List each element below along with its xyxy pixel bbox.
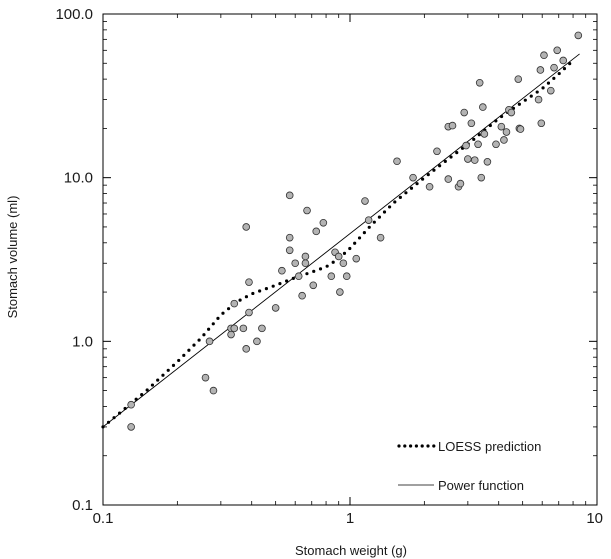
data-point (462, 141, 470, 150)
data-point (285, 233, 294, 242)
data-point (245, 308, 253, 317)
y-tick-label: 0.1 (72, 497, 93, 514)
data-point (342, 272, 351, 281)
data-point (285, 246, 294, 255)
plot-area-frame (102, 13, 598, 506)
plot-border (102, 13, 598, 506)
x-axis-title: Stomach weight (g) (295, 543, 407, 558)
data-point (327, 272, 336, 281)
data-point (483, 158, 492, 166)
data-point (477, 173, 486, 182)
data-point (312, 227, 321, 236)
data-point (298, 291, 306, 300)
data-point (376, 233, 385, 242)
data-point (285, 191, 294, 200)
data-point (474, 140, 482, 149)
legend: LOESS prediction Power function (397, 439, 541, 493)
data-point (507, 108, 516, 117)
data-points (127, 31, 583, 431)
data-point (460, 108, 469, 117)
data-point (205, 337, 214, 346)
x-axis: 0.1 1 10 (93, 14, 603, 527)
data-point (467, 119, 476, 128)
data-point (500, 136, 508, 144)
data-point (364, 216, 373, 224)
data-point (271, 304, 280, 312)
data-point (127, 423, 135, 431)
data-point (425, 182, 434, 191)
data-point (464, 155, 472, 163)
data-point (546, 86, 555, 95)
data-point (258, 324, 266, 333)
data-point (201, 373, 210, 382)
power-function-line (102, 53, 580, 428)
data-point (303, 206, 311, 215)
data-point (227, 330, 235, 339)
data-point (516, 125, 525, 133)
data-point (479, 103, 487, 111)
data-point (536, 66, 545, 74)
data-point (480, 130, 489, 138)
data-point (409, 173, 417, 182)
data-point (475, 78, 484, 87)
y-tick-label: 100.0 (55, 6, 93, 23)
y-axis: 0.1 1.0 10.0 100.0 (55, 6, 597, 514)
data-point (456, 179, 465, 188)
data-point (291, 259, 300, 268)
data-point (393, 157, 401, 166)
data-point (574, 31, 583, 40)
data-point (230, 299, 239, 308)
data-point (550, 63, 558, 72)
data-point (336, 288, 344, 296)
x-tick-label: 0.1 (93, 510, 114, 527)
x-tick-label: 1 (346, 510, 354, 527)
data-point (301, 252, 310, 261)
data-point (352, 254, 361, 263)
data-point (209, 386, 218, 395)
data-point (127, 400, 135, 409)
data-point (230, 324, 239, 333)
power-function-segment (102, 53, 580, 428)
data-point (553, 46, 561, 55)
data-point (245, 278, 253, 286)
data-point (448, 121, 457, 130)
data-point (444, 175, 453, 183)
data-point (502, 128, 511, 136)
x-tick-label: 10 (586, 510, 603, 527)
data-point (278, 266, 286, 275)
data-point (319, 218, 328, 227)
data-point (239, 324, 248, 333)
data-point (309, 281, 318, 290)
y-tick-label: 1.0 (72, 333, 93, 350)
data-point (242, 223, 251, 231)
data-point (534, 95, 543, 104)
data-point (497, 122, 506, 131)
data-point (339, 259, 348, 268)
y-tick-label: 10.0 (64, 170, 93, 187)
data-point (294, 272, 303, 281)
data-point (361, 197, 369, 205)
legend-loess-label: LOESS prediction (438, 439, 541, 454)
data-point (540, 51, 548, 60)
data-point (253, 337, 261, 346)
data-point (492, 140, 500, 149)
data-point (514, 75, 523, 83)
data-point (301, 259, 310, 268)
data-point (470, 156, 479, 164)
legend-power-label: Power function (438, 478, 524, 493)
data-point (242, 345, 251, 353)
data-point (334, 252, 343, 261)
data-point (559, 56, 568, 65)
data-point (433, 147, 441, 156)
y-axis-title: Stomach volume (ml) (5, 196, 20, 319)
data-point (537, 119, 546, 128)
